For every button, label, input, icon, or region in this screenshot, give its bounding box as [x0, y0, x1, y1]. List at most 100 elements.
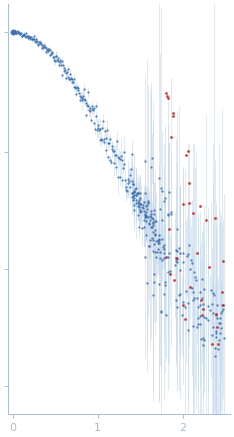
- Point: [153, 218, 157, 225]
- Point: [221, 258, 225, 265]
- Point: [166, 253, 169, 260]
- Point: [169, 134, 172, 141]
- Point: [213, 344, 217, 351]
- Point: [113, 151, 117, 158]
- Point: [160, 216, 164, 223]
- Point: [153, 231, 157, 238]
- Point: [204, 314, 208, 321]
- Point: [132, 194, 136, 201]
- Point: [132, 192, 136, 199]
- Point: [151, 237, 155, 244]
- Point: [177, 244, 181, 251]
- Point: [201, 335, 205, 342]
- Point: [48, 51, 52, 58]
- Point: [40, 42, 44, 49]
- Point: [85, 102, 89, 109]
- Point: [198, 302, 201, 309]
- Point: [132, 187, 136, 194]
- Point: [160, 236, 164, 243]
- Point: [12, 28, 16, 35]
- Point: [145, 202, 149, 209]
- Point: [37, 41, 40, 48]
- Point: [93, 125, 97, 132]
- Point: [163, 282, 167, 289]
- Point: [77, 89, 81, 96]
- Point: [11, 28, 15, 35]
- Point: [140, 225, 144, 232]
- Point: [92, 119, 96, 126]
- Point: [212, 292, 216, 299]
- Point: [15, 28, 19, 35]
- Point: [147, 242, 151, 249]
- Point: [196, 324, 199, 331]
- Point: [184, 288, 188, 295]
- Point: [124, 184, 128, 191]
- Point: [198, 202, 201, 209]
- Point: [143, 211, 147, 218]
- Point: [37, 39, 41, 46]
- Point: [113, 159, 116, 166]
- Point: [143, 208, 146, 215]
- Point: [87, 89, 90, 96]
- Point: [121, 157, 124, 164]
- Point: [131, 197, 135, 204]
- Point: [151, 292, 155, 299]
- Point: [109, 156, 112, 163]
- Point: [88, 108, 92, 114]
- Point: [138, 201, 142, 208]
- Point: [155, 218, 158, 225]
- Point: [200, 311, 204, 318]
- Point: [47, 46, 50, 53]
- Point: [133, 186, 137, 193]
- Point: [145, 208, 148, 215]
- Point: [210, 340, 214, 347]
- Point: [167, 211, 170, 218]
- Point: [131, 194, 134, 201]
- Point: [118, 173, 122, 180]
- Point: [124, 187, 128, 194]
- Point: [11, 28, 15, 35]
- Point: [169, 208, 173, 215]
- Point: [201, 341, 205, 348]
- Point: [16, 28, 20, 35]
- Point: [127, 175, 130, 182]
- Point: [195, 295, 198, 302]
- Point: [109, 159, 113, 166]
- Point: [57, 61, 61, 68]
- Point: [162, 249, 166, 256]
- Point: [212, 324, 215, 331]
- Point: [202, 286, 206, 293]
- Point: [48, 46, 51, 53]
- Point: [57, 57, 60, 64]
- Point: [168, 250, 171, 257]
- Point: [139, 190, 142, 197]
- Point: [214, 312, 218, 319]
- Point: [92, 105, 96, 112]
- Point: [70, 76, 74, 83]
- Point: [25, 32, 29, 39]
- Point: [202, 313, 206, 320]
- Point: [25, 30, 28, 37]
- Point: [211, 309, 215, 316]
- Point: [47, 45, 51, 52]
- Point: [116, 154, 120, 161]
- Point: [178, 290, 182, 297]
- Point: [42, 44, 46, 51]
- Point: [80, 94, 84, 101]
- Point: [141, 201, 145, 208]
- Point: [137, 197, 141, 204]
- Point: [218, 319, 222, 326]
- Point: [191, 323, 195, 330]
- Point: [132, 202, 136, 209]
- Point: [172, 109, 175, 116]
- Point: [39, 41, 43, 48]
- Point: [130, 190, 134, 197]
- Point: [80, 97, 84, 104]
- Point: [177, 291, 181, 298]
- Point: [125, 187, 129, 194]
- Point: [181, 201, 185, 208]
- Point: [95, 102, 98, 109]
- Point: [167, 225, 171, 232]
- Point: [211, 289, 215, 296]
- Point: [39, 40, 42, 47]
